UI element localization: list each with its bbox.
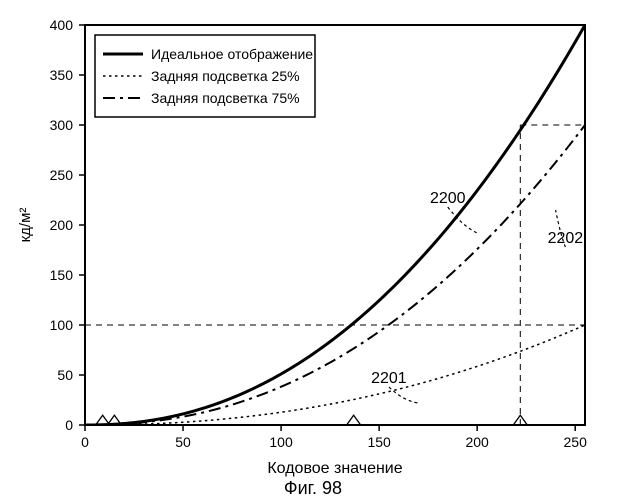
x-tick-label: 50 bbox=[175, 434, 191, 450]
annotation-ideal: 2200 bbox=[430, 190, 466, 207]
figure-caption: Фиг. 98 bbox=[284, 478, 342, 498]
annotation-bl75: 2202 bbox=[548, 230, 584, 247]
y-tick-label: 150 bbox=[50, 267, 74, 283]
legend-label: Задняя подсветка 75% bbox=[151, 90, 300, 106]
y-tick-label: 0 bbox=[65, 417, 73, 433]
x-tick-label: 100 bbox=[269, 434, 293, 450]
y-tick-label: 100 bbox=[50, 317, 74, 333]
x-tick-label: 150 bbox=[367, 434, 391, 450]
y-tick-label: 50 bbox=[57, 367, 73, 383]
y-tick-label: 350 bbox=[50, 67, 74, 83]
y-tick-label: 250 bbox=[50, 167, 74, 183]
x-tick-label: 200 bbox=[465, 434, 489, 450]
x-axis-label: Кодовое значение bbox=[267, 460, 402, 477]
x-tick-label: 0 bbox=[81, 434, 89, 450]
x-tick-label: 250 bbox=[564, 434, 588, 450]
y-tick-label: 300 bbox=[50, 117, 74, 133]
y-tick-label: 200 bbox=[50, 217, 74, 233]
legend-label: Идеальное отображение bbox=[151, 46, 313, 62]
legend-label: Задняя подсветка 25% bbox=[151, 68, 300, 84]
y-tick-label: 400 bbox=[50, 17, 74, 33]
y-axis-label: кд/м² bbox=[17, 208, 34, 243]
figure-root: 0 50 100 150 200 250 0 50 100 150 200 250 300 350 400 К… bbox=[0, 0, 626, 500]
annotation-bl25: 2201 bbox=[371, 370, 407, 387]
